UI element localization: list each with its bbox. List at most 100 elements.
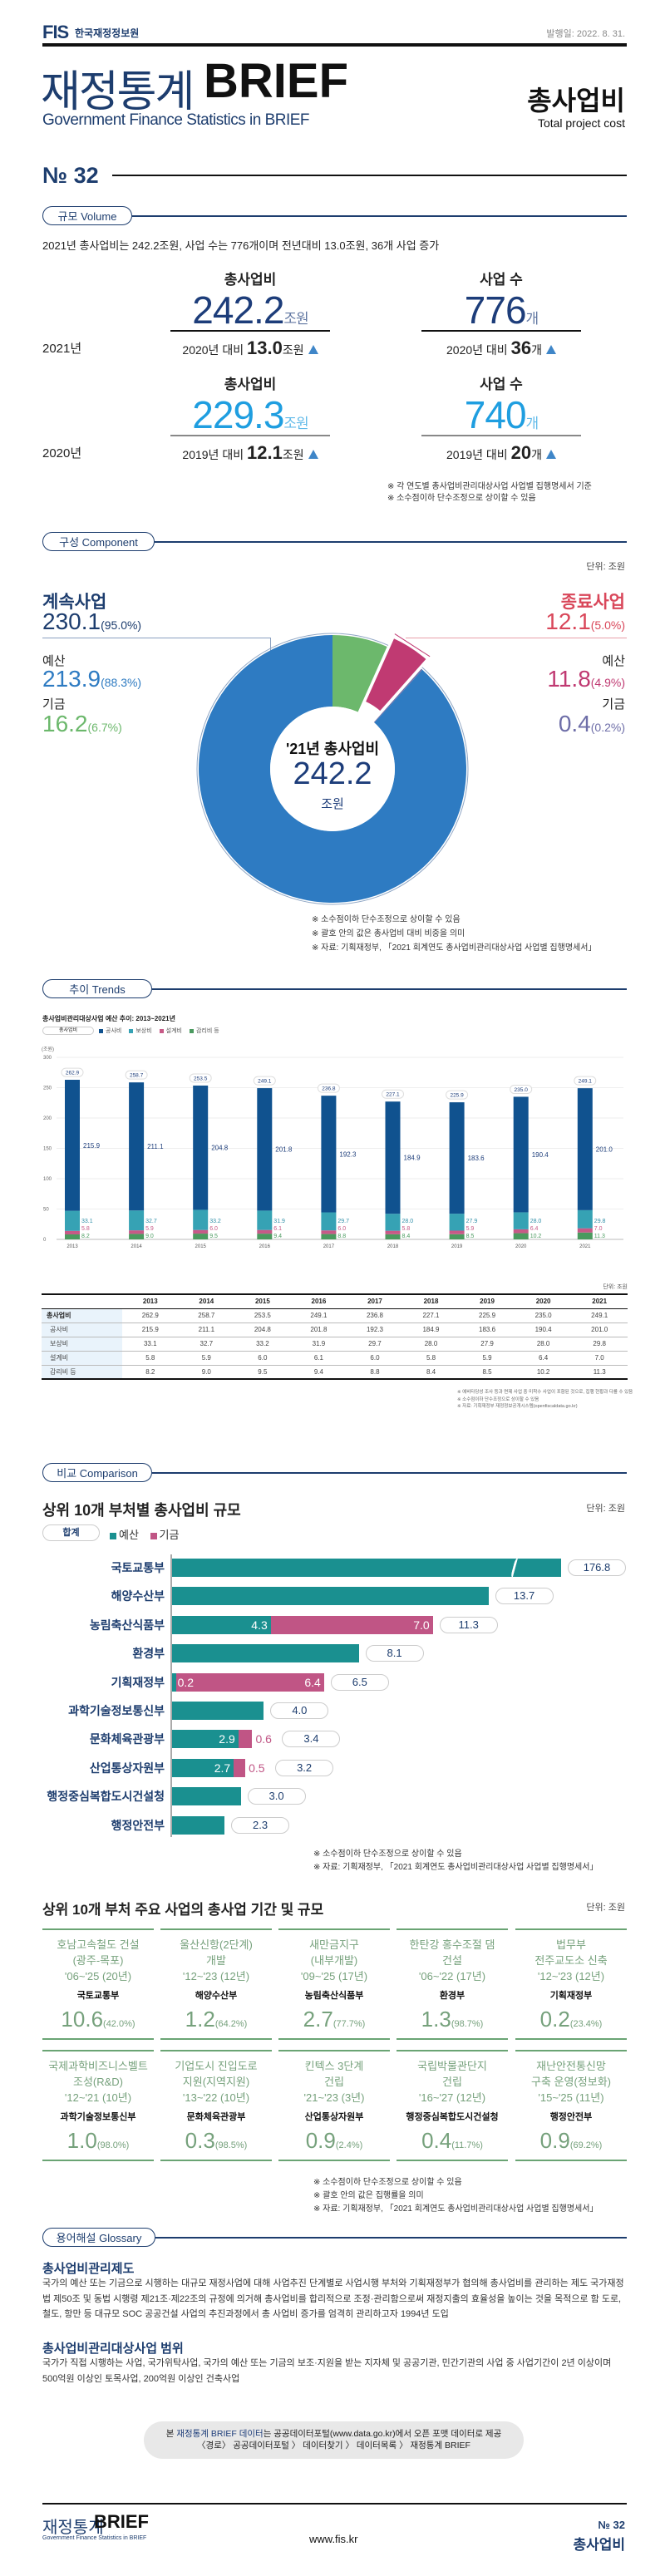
value: 1.3 bbox=[421, 2007, 451, 2032]
bar-segment-설계비 bbox=[513, 1229, 529, 1234]
divider bbox=[170, 435, 330, 436]
project-period: '12~'21 (10년) bbox=[64, 2091, 132, 2104]
table-header-cell: 2015 bbox=[234, 1293, 291, 1309]
y-tick-label: 100 bbox=[43, 1177, 52, 1182]
table-cell: 201.0 bbox=[571, 1322, 628, 1337]
footer-issue: № 32 bbox=[598, 2519, 625, 2531]
legend-swatch bbox=[189, 1028, 194, 1033]
bar-value-label: 11.3 bbox=[594, 1234, 605, 1239]
donut-slice-0 bbox=[332, 635, 387, 712]
card-rule bbox=[42, 2160, 154, 2161]
legend-item: 설계비 bbox=[159, 1028, 182, 1034]
project-value: 1.2(64.2%) bbox=[160, 2007, 272, 2032]
bar-value-label: 9.0 bbox=[145, 1234, 154, 1239]
volume-note: ※ 소수점이하 단수조정으로 상이할 수 있음 bbox=[387, 494, 536, 503]
ministry-label: 기획재정부 bbox=[111, 1675, 165, 1689]
row-header: 공사비 bbox=[42, 1322, 122, 1337]
project-period: '06~'25 (20년) bbox=[64, 1970, 132, 1982]
change-unit: 개 bbox=[531, 343, 542, 357]
bar-value-label: 184.9 bbox=[404, 1155, 421, 1162]
project-card: 재난안전통신망 구축 운영(정보화) '15~'25 (11년) 행정안전부 0… bbox=[515, 2058, 627, 2154]
unit: 개 bbox=[525, 416, 539, 431]
legend-item: 감리비 등 bbox=[189, 1028, 219, 1034]
total-value-pill: 3.0 bbox=[247, 1788, 306, 1805]
cost-change: 2019년 대비 12.1조원 bbox=[170, 442, 330, 464]
bar-segment-보상비 bbox=[129, 1210, 145, 1231]
table-cell: 9.4 bbox=[290, 1365, 347, 1380]
x-tick-label: 2019 bbox=[451, 1244, 463, 1249]
table-cell: 6.0 bbox=[234, 1351, 291, 1366]
value: 11.8 bbox=[547, 666, 591, 692]
donut-center-value: 242.2 bbox=[293, 756, 372, 791]
bar-segment-공사비 bbox=[65, 1080, 80, 1211]
table-cell: 8.2 bbox=[122, 1365, 179, 1380]
bar-segment-설계비 bbox=[449, 1230, 465, 1234]
topic-subtitle: Total project cost bbox=[537, 116, 625, 130]
project-value: 10.6(42.0%) bbox=[42, 2007, 154, 2032]
table-unit: 단위: 조원 bbox=[603, 1284, 628, 1290]
fund-value-label: 0.5 bbox=[249, 1761, 265, 1775]
ended-budget: 11.8(4.9%) bbox=[547, 666, 625, 692]
donut-hole bbox=[270, 707, 395, 831]
bar-value-label: 27.9 bbox=[466, 1219, 478, 1224]
fund-value-label: 7.0 bbox=[413, 1618, 430, 1632]
footer-url[interactable]: www.fis.kr bbox=[309, 2533, 358, 2545]
value: 12.1 bbox=[545, 608, 591, 634]
continuing-budget: 213.9(88.3%) bbox=[42, 666, 141, 692]
table-cell: 190.4 bbox=[515, 1322, 572, 1337]
total-label-pill bbox=[189, 1073, 212, 1083]
bar-value-label: 5.8 bbox=[402, 1226, 411, 1232]
pct: (4.9%) bbox=[590, 676, 625, 689]
x-tick-label: 2017 bbox=[323, 1244, 335, 1249]
change-value: 36 bbox=[510, 337, 532, 358]
project-ministry: 해양수산부 bbox=[195, 1991, 238, 2001]
project-card: 한탄강 홍수조절 댐 건설 '06~'22 (17년) 환경부 1.3(98.7… bbox=[397, 1937, 508, 2032]
bar-segment-감리비 등 bbox=[129, 1234, 145, 1239]
x-tick-label: 2013 bbox=[66, 1244, 78, 1249]
table-cell: 6.0 bbox=[347, 1351, 403, 1366]
value: 1.2 bbox=[185, 2007, 215, 2032]
project-value: 0.2(23.4%) bbox=[515, 2007, 627, 2032]
project-ministry: 환경부 bbox=[439, 1991, 466, 2001]
projects-title: 상위 10개 부처 주요 사업의 총사업 기간 및 규모 bbox=[42, 1902, 324, 1918]
project-value: 0.9(69.2%) bbox=[515, 2128, 627, 2154]
table-cell: 31.9 bbox=[290, 1337, 347, 1352]
total-label-pill bbox=[125, 1070, 148, 1080]
legend-label: 보상비 bbox=[135, 1028, 152, 1034]
y-tick-label: 200 bbox=[43, 1116, 52, 1121]
table-cell: 9.5 bbox=[234, 1365, 291, 1380]
cost-label: 총사업비 bbox=[224, 272, 277, 288]
project-card: 법무부 전주교도소 신축 '12~'23 (12년) 기획재정부 0.2(23.… bbox=[515, 1937, 627, 2032]
total-value-pill: 4.0 bbox=[270, 1702, 329, 1719]
change-unit: 조원 bbox=[282, 448, 304, 461]
project-period: '06~'22 (17년) bbox=[418, 1970, 486, 1982]
count-value: 740개 bbox=[421, 392, 581, 437]
notice-text: 본 bbox=[165, 2429, 177, 2439]
note: ※ 자료: 기획재정부 재정정보공개시스템(openfiscaldata.go.… bbox=[457, 1404, 578, 1409]
bar-value-label: 28.0 bbox=[402, 1219, 414, 1224]
change-value: 12.1 bbox=[246, 442, 283, 463]
value: 0.9 bbox=[305, 2128, 336, 2153]
footer-topic: 총사업비 bbox=[573, 2537, 625, 2553]
table-cell: 5.9 bbox=[459, 1351, 515, 1366]
total-label: 249.1 bbox=[258, 1079, 272, 1085]
bar-budget bbox=[171, 1787, 241, 1806]
bar-value-label: 28.0 bbox=[530, 1219, 542, 1224]
execution-rate: (77.7%) bbox=[332, 2019, 366, 2029]
project-ministry: 행정안전부 bbox=[549, 2112, 593, 2122]
change-prefix: 2020년 대비 bbox=[446, 343, 508, 357]
execution-rate: (69.2%) bbox=[569, 2140, 603, 2150]
value: 2.7 bbox=[303, 2007, 333, 2032]
value: 0.4 bbox=[421, 2128, 452, 2153]
bar-segment-감리비 등 bbox=[257, 1234, 273, 1239]
project-name: (내부개발) bbox=[310, 1954, 358, 1967]
bar-fund bbox=[238, 1730, 253, 1749]
table-cell: 33.2 bbox=[234, 1337, 291, 1352]
issue-rule bbox=[112, 175, 627, 176]
bar-segment-감리비 등 bbox=[385, 1234, 401, 1239]
change-unit: 조원 bbox=[282, 343, 304, 357]
triangle-up-icon bbox=[308, 450, 318, 459]
y-axis-label: (조원) bbox=[42, 1047, 55, 1052]
card-rule bbox=[160, 2038, 272, 2040]
project-name: 호남고속철도 건설 bbox=[57, 1938, 140, 1951]
